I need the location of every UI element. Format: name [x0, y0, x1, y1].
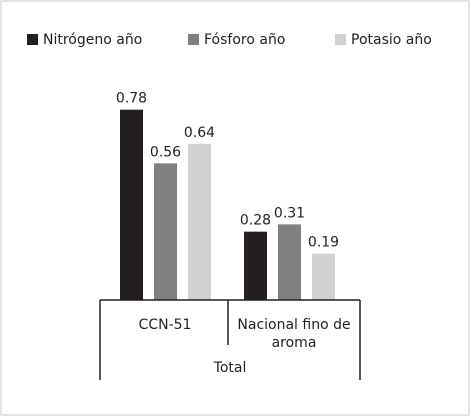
bar — [244, 231, 267, 300]
legend-label: Potasio año — [351, 32, 432, 48]
legend-label: Fósforo año — [204, 32, 285, 48]
x-tick-label: CCN-51 — [138, 317, 192, 333]
value-label: 0.56 — [150, 144, 181, 160]
bar — [312, 253, 335, 300]
bar — [154, 163, 177, 300]
legend-swatch — [335, 34, 346, 45]
value-label: 0.31 — [274, 205, 305, 221]
group-label: Total — [213, 360, 247, 376]
x-tick-label: Nacional fino de aroma — [237, 317, 351, 351]
value-label: 0.78 — [116, 91, 147, 107]
legend-label: Nitrógeno año — [43, 32, 142, 48]
value-label: 0.19 — [308, 235, 339, 251]
bar — [278, 224, 301, 300]
legend-swatch — [27, 34, 38, 45]
value-label: 0.64 — [184, 125, 215, 141]
bar — [188, 143, 211, 300]
value-label: 0.28 — [240, 213, 271, 229]
legend-swatch — [188, 34, 199, 45]
bar — [120, 109, 143, 301]
